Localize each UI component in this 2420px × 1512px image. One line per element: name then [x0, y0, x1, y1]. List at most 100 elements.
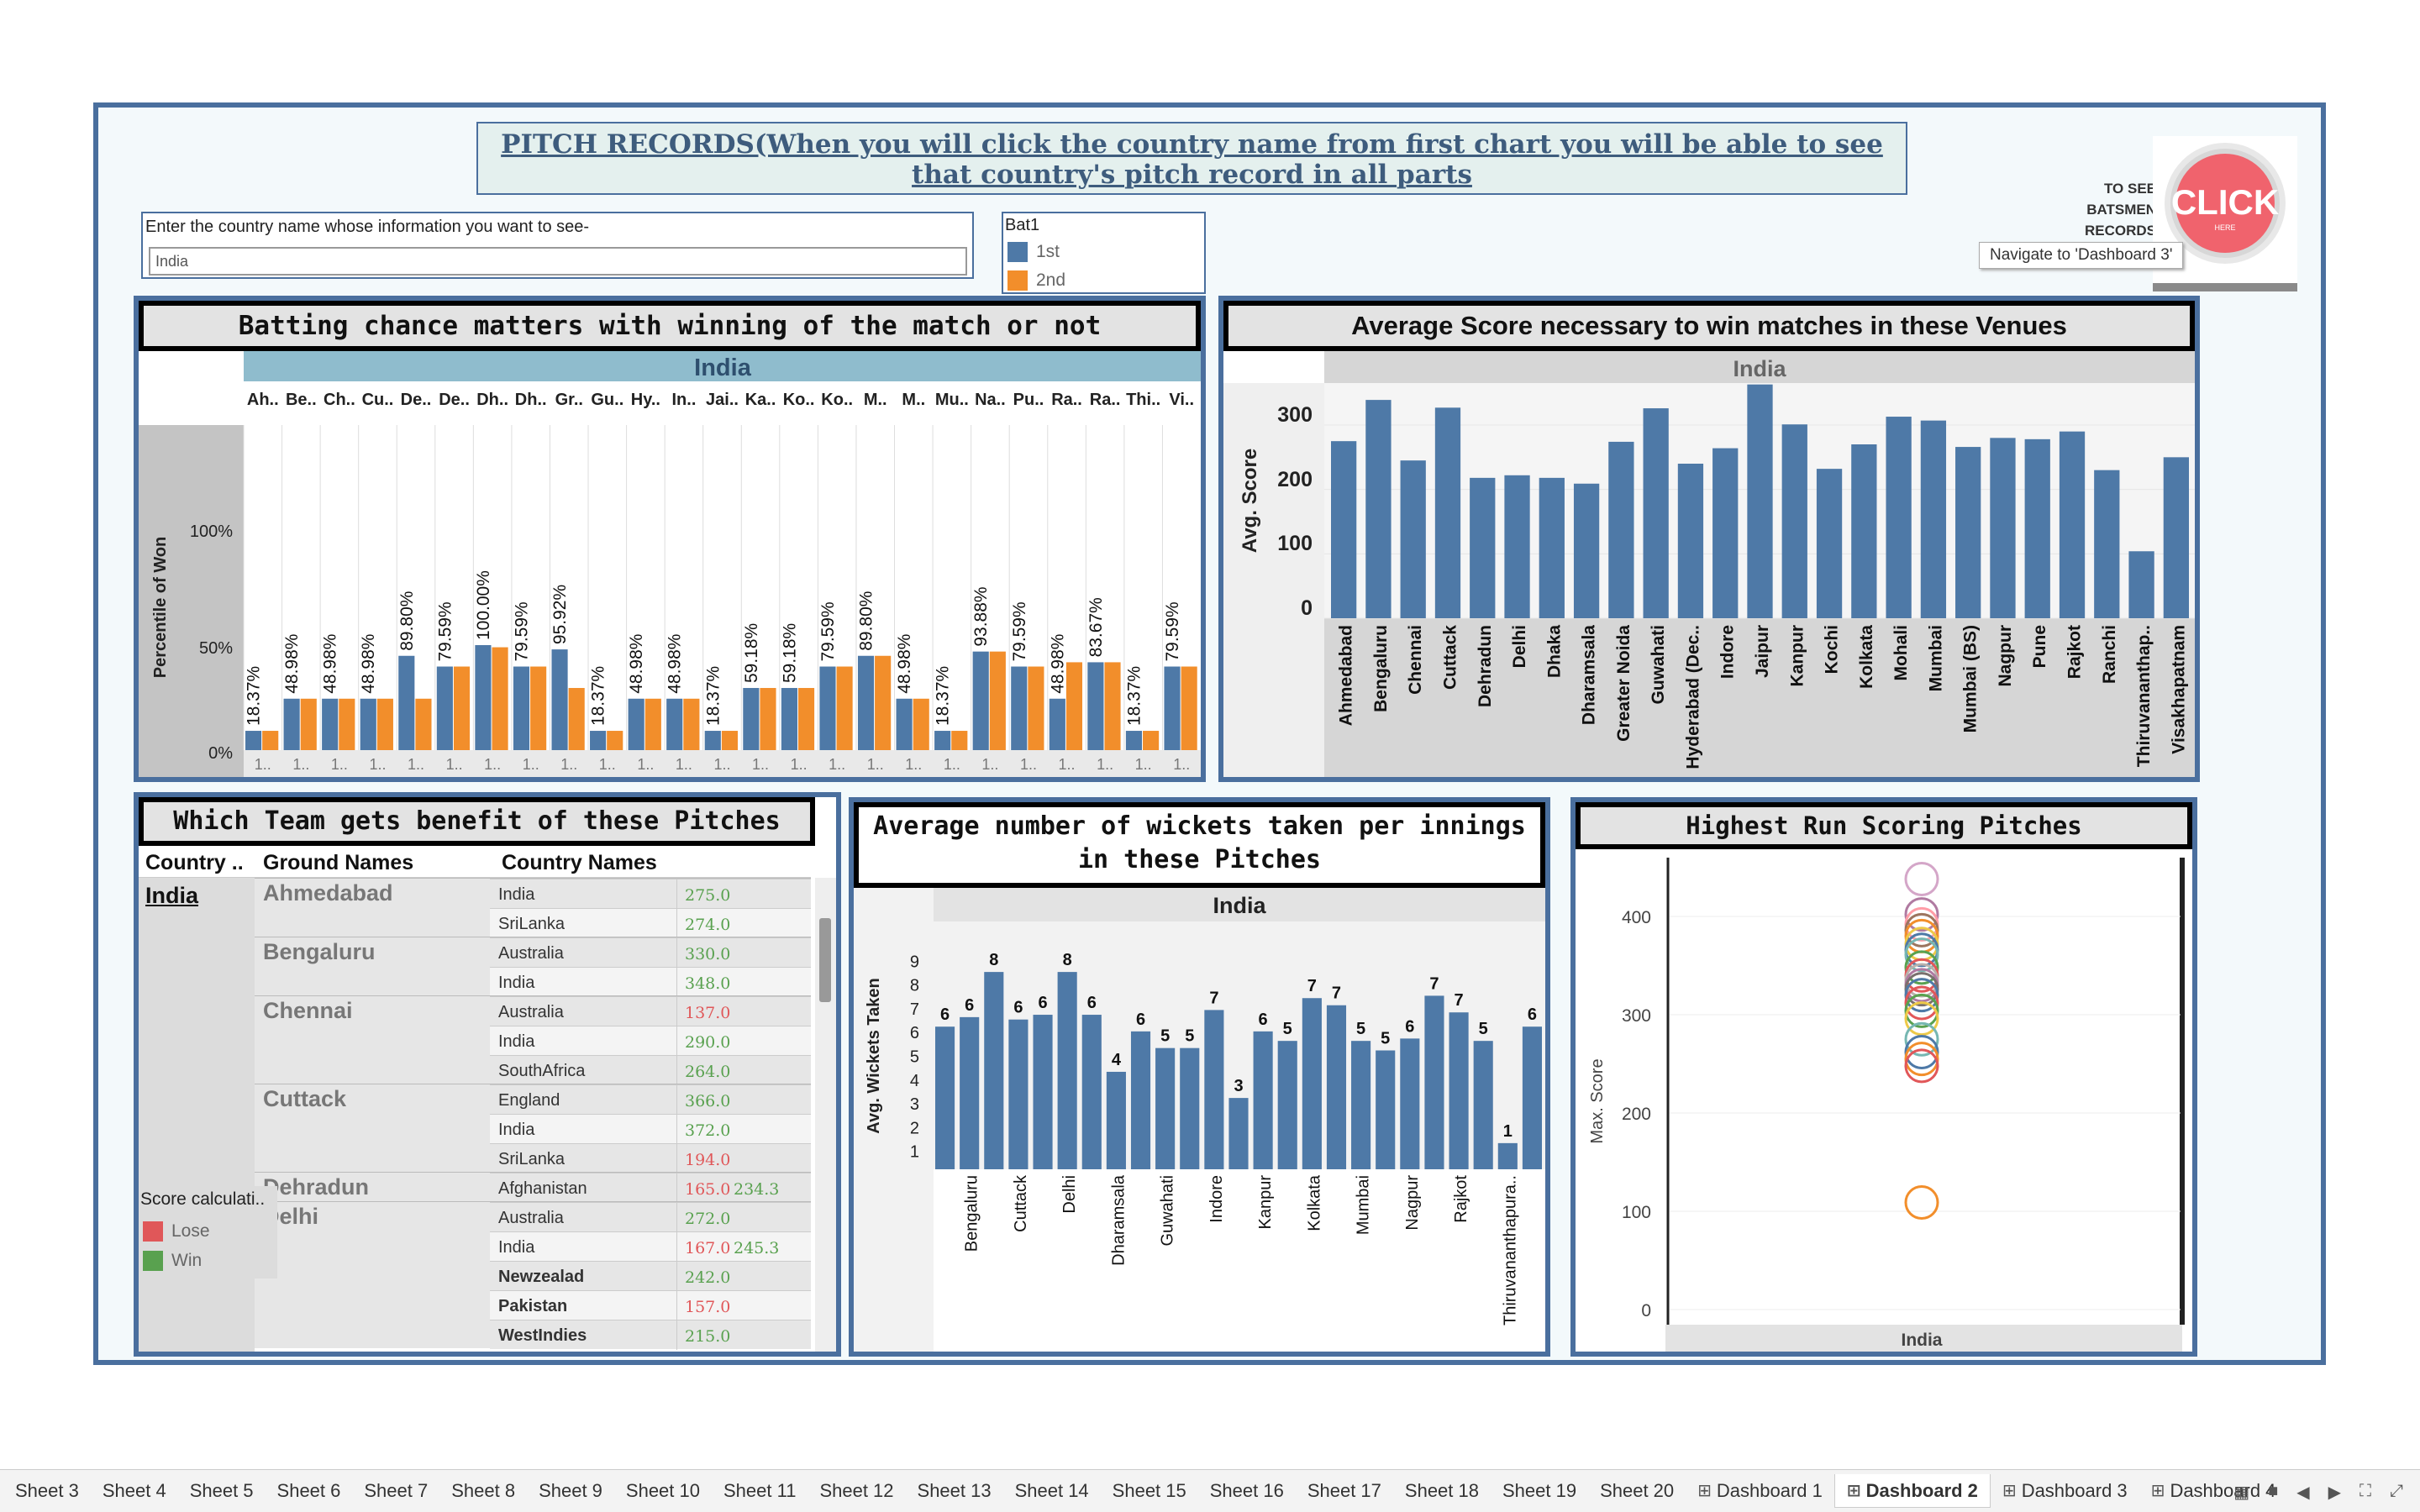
batting-bar-2nd[interactable]: [339, 698, 355, 750]
batting-bar-1st[interactable]: [513, 666, 530, 750]
batting-bar-2nd[interactable]: [1028, 666, 1044, 750]
table-row[interactable]: India 372.0: [490, 1114, 811, 1144]
highest-point[interactable]: [1904, 1021, 1939, 1057]
prev-sheet-icon[interactable]: ◀: [2296, 1483, 2310, 1502]
highest-point[interactable]: [1904, 950, 1939, 985]
tab-dashboard-2[interactable]: ⊞ Dashboard 2: [1833, 1474, 1991, 1508]
avg-score-bar[interactable]: [1470, 477, 1496, 618]
navigate-dashboard3-button[interactable]: CLICK HERE: [2153, 136, 2297, 291]
tab-sheet-18[interactable]: Sheet 18: [1393, 1474, 1491, 1508]
wickets-bar[interactable]: [1155, 1047, 1176, 1169]
highest-point[interactable]: [1904, 1184, 1939, 1220]
table-row[interactable]: India 275.0: [490, 879, 811, 909]
batting-bar-2nd[interactable]: [1143, 731, 1160, 750]
tab-sheet-6[interactable]: Sheet 6: [266, 1474, 353, 1508]
batting-bar-2nd[interactable]: [1104, 662, 1121, 750]
tab-sheet-19[interactable]: Sheet 19: [1491, 1474, 1588, 1508]
batting-bar-2nd[interactable]: [568, 688, 585, 750]
avg-score-bar[interactable]: [1990, 438, 2016, 618]
batting-bar-1st[interactable]: [1125, 731, 1143, 750]
tab-sheet-15[interactable]: Sheet 15: [1101, 1474, 1198, 1508]
batting-bar-1st[interactable]: [934, 731, 951, 750]
wickets-bar[interactable]: [1204, 1010, 1224, 1169]
avg-score-bar[interactable]: [1331, 441, 1357, 618]
wickets-bar[interactable]: [1522, 1026, 1542, 1169]
grid-view-icon[interactable]: ▦: [2233, 1483, 2250, 1502]
wickets-bar[interactable]: [1449, 1012, 1469, 1169]
tab-sheet-9[interactable]: Sheet 9: [527, 1474, 614, 1508]
highest-point[interactable]: [1904, 1034, 1939, 1069]
batting-bar-1st[interactable]: [857, 655, 875, 750]
batting-bar-2nd[interactable]: [1065, 662, 1083, 750]
batting-bar-2nd[interactable]: [760, 688, 776, 750]
score-legend-lose[interactable]: Lose: [143, 1216, 277, 1246]
batting-bar-2nd[interactable]: [262, 731, 279, 750]
batting-bar-2nd[interactable]: [683, 698, 700, 750]
batting-bar-1st[interactable]: [666, 698, 683, 750]
table-row[interactable]: Australia 272.0: [490, 1202, 811, 1232]
avg-score-bar[interactable]: [1608, 441, 1634, 618]
country-cell-india[interactable]: India: [145, 883, 199, 908]
table-row[interactable]: Pakistan 157.0: [490, 1290, 811, 1320]
batting-bar-1st[interactable]: [360, 698, 376, 750]
wickets-bar[interactable]: [1497, 1142, 1518, 1169]
batting-bar-1st[interactable]: [283, 698, 300, 750]
table-row[interactable]: SriLanka 274.0: [490, 908, 811, 938]
avg-score-bar[interactable]: [1851, 444, 1877, 618]
avg-score-bar[interactable]: [1886, 417, 1912, 618]
batting-bar-2nd[interactable]: [989, 651, 1006, 750]
wickets-bar[interactable]: [1376, 1050, 1396, 1170]
highest-point[interactable]: [1904, 937, 1939, 973]
highest-point[interactable]: [1904, 897, 1939, 932]
wickets-bar[interactable]: [1424, 995, 1444, 1169]
tab-sheet-12[interactable]: Sheet 12: [808, 1474, 905, 1508]
batting-bar-1st[interactable]: [245, 731, 262, 750]
table-row[interactable]: SouthAfrica 264.0: [490, 1055, 811, 1085]
highest-point[interactable]: [1904, 862, 1939, 897]
batting-bar-2nd[interactable]: [951, 731, 968, 750]
table-row[interactable]: Australia 137.0: [490, 996, 811, 1026]
batting-bar-1st[interactable]: [436, 666, 453, 750]
table-row[interactable]: England 366.0: [490, 1084, 811, 1115]
tab-sheet-20[interactable]: Sheet 20: [1588, 1474, 1686, 1508]
wickets-bar[interactable]: [1253, 1031, 1273, 1169]
highest-point[interactable]: [1904, 1048, 1939, 1084]
filmstrip-icon[interactable]: ■: [2268, 1482, 2279, 1500]
tab-sheet-17[interactable]: Sheet 17: [1296, 1474, 1393, 1508]
tab-dashboard-1[interactable]: ⊞ Dashboard 1: [1686, 1474, 1834, 1508]
highest-point[interactable]: [1904, 978, 1939, 1013]
tab-sheet-7[interactable]: Sheet 7: [352, 1474, 439, 1508]
country-filter-input[interactable]: [149, 247, 967, 276]
batting-bar-2nd[interactable]: [607, 731, 623, 750]
avg-score-bar[interactable]: [1365, 400, 1392, 618]
tab-sheet-14[interactable]: Sheet 14: [1003, 1474, 1101, 1508]
wickets-bar[interactable]: [1180, 1047, 1200, 1169]
wickets-bar[interactable]: [960, 1016, 980, 1169]
tab-sheet-5[interactable]: Sheet 5: [178, 1474, 266, 1508]
avg-score-bar[interactable]: [1816, 469, 1843, 618]
wickets-bar[interactable]: [1008, 1019, 1028, 1169]
wickets-bar[interactable]: [984, 972, 1004, 1169]
table-row[interactable]: India 290.0: [490, 1026, 811, 1056]
wickets-bar[interactable]: [1326, 1005, 1347, 1169]
wickets-bar[interactable]: [1473, 1041, 1493, 1169]
tab-dashboard-3[interactable]: ⊞ Dashboard 3: [1991, 1474, 2139, 1508]
batting-bar-1st[interactable]: [819, 666, 836, 750]
batting-bar-2nd[interactable]: [1181, 666, 1197, 750]
batting-bar-2nd[interactable]: [644, 698, 661, 750]
tab-sheet-16[interactable]: Sheet 16: [1198, 1474, 1296, 1508]
highest-point[interactable]: [1904, 1001, 1939, 1037]
avg-score-bar[interactable]: [1920, 420, 1947, 618]
avg-score-bar[interactable]: [2163, 457, 2189, 618]
batting-bar-1st[interactable]: [322, 698, 339, 750]
table-row[interactable]: India 167.0 245.3: [490, 1231, 811, 1262]
tab-dashboard-4[interactable]: ⊞ Dashboard 4: [2139, 1474, 2288, 1508]
tab-sheet-4[interactable]: Sheet 4: [91, 1474, 178, 1508]
wickets-bar[interactable]: [935, 1026, 955, 1169]
batting-bar-1st[interactable]: [475, 645, 492, 750]
batting-bar-1st[interactable]: [1011, 666, 1028, 750]
batting-bar-2nd[interactable]: [913, 698, 929, 750]
bat-legend-item-1st[interactable]: 1st: [1007, 238, 1204, 266]
avg-score-bar[interactable]: [1712, 448, 1739, 618]
scrollbar-thumb[interactable]: [819, 918, 831, 1002]
